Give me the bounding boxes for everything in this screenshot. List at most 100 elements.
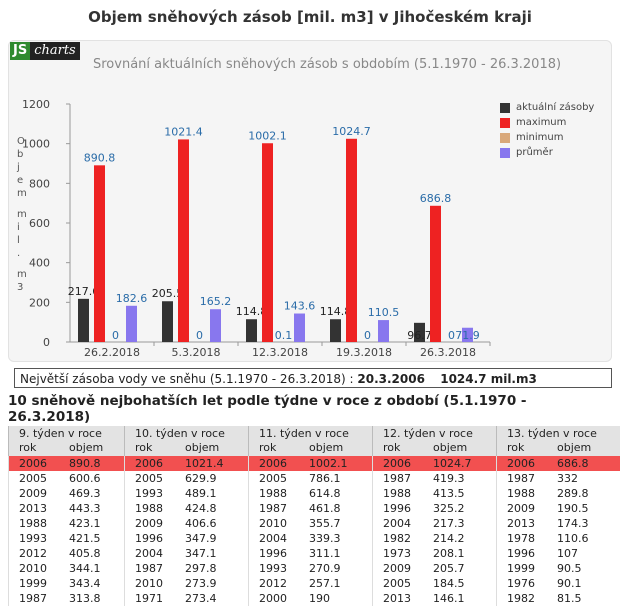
col-header-year: rok: [135, 441, 185, 455]
bar-maximum: [178, 139, 189, 342]
cell-year: 2010: [19, 561, 69, 576]
col-header-value: objem: [557, 441, 591, 455]
cell-year: 2006: [383, 456, 433, 471]
cell-year: 1987: [259, 501, 309, 516]
col-header-year: rok: [507, 441, 557, 455]
y-axis-label-char: e: [17, 175, 23, 186]
y-axis-label-char: 3: [17, 282, 23, 293]
legend-label: průměr: [516, 147, 553, 158]
cell-year: 1973: [383, 546, 433, 561]
cell-value: 406.6: [185, 516, 217, 531]
y-tick-label: 400: [29, 257, 50, 270]
cell-value: 890.8: [69, 456, 101, 471]
y-tick-label: 0: [43, 336, 50, 349]
y-tick-label: 800: [29, 177, 50, 190]
col-header-value: objem: [309, 441, 343, 455]
info-value: 1024.7 mil.m3: [440, 372, 537, 386]
data-label: 1002.1: [248, 129, 287, 142]
cell-value: 313.8: [69, 591, 101, 606]
max-snow-info: Největší zásoba vody ve sněhu (5.1.1970 …: [14, 368, 612, 388]
info-label: Největší zásoba vody ve sněhu (5.1.1970 …: [20, 372, 354, 386]
cell-year: 2006: [135, 456, 185, 471]
cell-year: 1996: [383, 501, 433, 516]
cell-value: 1024.7: [433, 456, 472, 471]
cell-year: 2004: [135, 546, 185, 561]
legend-item: minimum: [500, 130, 594, 145]
bar-průměr: [126, 306, 137, 342]
info-date: 20.3.2006: [357, 372, 425, 386]
cell-year: 2013: [19, 501, 69, 516]
col-header-value: objem: [69, 441, 103, 455]
cell-value: 190: [309, 591, 330, 606]
cell-value: 489.1: [185, 486, 217, 501]
y-tick-label: 1200: [22, 98, 50, 111]
data-label: 890.8: [84, 151, 116, 164]
cell-year: 1993: [135, 486, 185, 501]
x-tick-label: 26.2.2018: [84, 346, 140, 359]
cell-year: 1988: [19, 516, 69, 531]
legend-label: aktuální zásoby: [516, 102, 594, 113]
cell-year: 2010: [135, 576, 185, 591]
cell-value: 289.8: [557, 486, 589, 501]
table-title: 10 sněhově nejbohatších let podle týdne …: [8, 393, 528, 425]
bar-maximum: [262, 143, 273, 342]
bar-aktuální-zásoby: [78, 299, 89, 342]
cell-value: 90.5: [557, 561, 582, 576]
cell-value: 273.4: [185, 591, 217, 606]
cell-year: 2012: [19, 546, 69, 561]
y-axis-label-char: m: [17, 209, 27, 220]
cell-value: 174.3: [557, 516, 589, 531]
cell-year: 1996: [507, 546, 557, 561]
cell-year: 1971: [135, 591, 185, 606]
cell-year: 1999: [19, 576, 69, 591]
cell-value: 325.2: [433, 501, 465, 516]
bar-průměr: [378, 320, 389, 342]
col-header-year: rok: [259, 441, 309, 455]
cell-year: 1987: [383, 471, 433, 486]
y-axis-label-char: m: [17, 269, 27, 280]
cell-year: 1993: [19, 531, 69, 546]
cell-year: 2009: [383, 561, 433, 576]
cell-value: 347.9: [185, 531, 217, 546]
cell-value: 424.8: [185, 501, 217, 516]
data-label: 165.2: [200, 295, 232, 308]
cell-value: 332: [557, 471, 578, 486]
x-tick-label: 12.3.2018: [252, 346, 308, 359]
data-label: 0: [112, 329, 119, 342]
cell-value: 423.1: [69, 516, 101, 531]
cell-value: 629.9: [185, 471, 217, 486]
cell-value: 614.8: [309, 486, 341, 501]
bar-chart: 020040060080010001200217.6890.80182.626.…: [0, 0, 620, 370]
y-axis-label-char: j: [17, 162, 20, 173]
cell-year: 2006: [19, 456, 69, 471]
legend-item: aktuální zásoby: [500, 100, 594, 115]
week-title: 10. týden v roce: [135, 426, 248, 441]
data-label: 1024.7: [332, 125, 371, 138]
y-axis-label-char: i: [17, 222, 20, 233]
x-tick-label: 19.3.2018: [336, 346, 392, 359]
bar-aktuální-zásoby: [246, 319, 257, 342]
